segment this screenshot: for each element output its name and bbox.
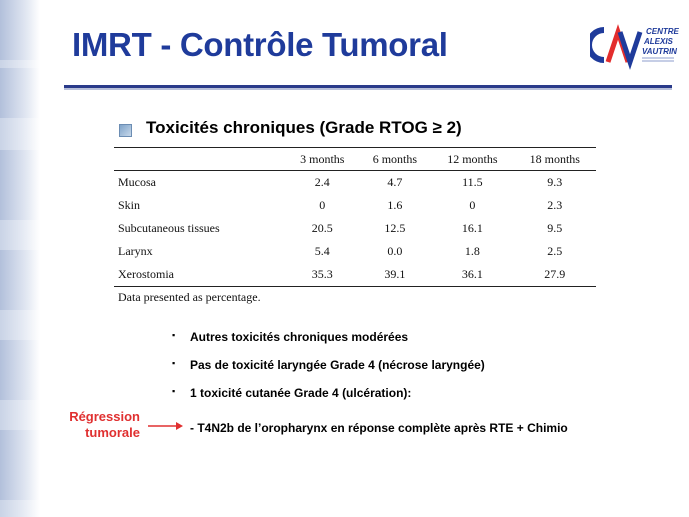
- regression-callout: Régression tumorale: [50, 409, 140, 441]
- section-heading: Toxicités chroniques (Grade RTOG ≥ 2): [146, 118, 462, 137]
- table-cell: 0.0: [387, 244, 403, 258]
- table-header-row: 3 months 6 months 12 months 18 months: [114, 147, 596, 171]
- table-row: Subcutaneous tissues 20.5 12.5 16.1 9.5: [114, 217, 596, 240]
- title-underline: [64, 85, 672, 90]
- table-cell: 0: [319, 198, 326, 212]
- bullet-text: Pas de toxicité laryngée Grade 4 (nécros…: [190, 358, 485, 372]
- row-label: Subcutaneous tissues: [118, 221, 220, 235]
- table-footnote: Data presented as percentage.: [118, 290, 261, 304]
- table-cell: 2.5: [547, 244, 563, 258]
- logo-text-line2: ALEXIS: [643, 37, 674, 46]
- row-label: Larynx: [118, 244, 153, 258]
- table-cell: 2.3: [547, 198, 563, 212]
- side-decoration: [0, 0, 40, 517]
- table-cell: 9.3: [547, 175, 563, 189]
- table-cell: 2.4: [314, 175, 330, 189]
- arrow-right-icon: [148, 422, 183, 430]
- bullet-marker-icon: ▪: [172, 358, 176, 368]
- table-cell: 36.1: [431, 263, 514, 287]
- table-cell: 35.3: [286, 263, 359, 287]
- bullet-list: ▪ Autres toxicités chroniques modérées ▪…: [168, 330, 485, 414]
- table-header-cell: [114, 147, 286, 171]
- bullet-text: Autres toxicités chroniques modérées: [190, 330, 409, 344]
- table-cell: 4.7: [387, 175, 403, 189]
- table-header-cell: 12 months: [431, 147, 514, 171]
- toxicity-table: 3 months 6 months 12 months 18 months Mu…: [114, 147, 596, 305]
- bullet-marker-icon: ▪: [172, 386, 176, 396]
- slide-title: IMRT - Contrôle Tumoral: [72, 26, 448, 63]
- heading-bullet-icon: [119, 124, 132, 137]
- callout-line2: tumorale: [85, 425, 140, 440]
- table-row: Skin 0 1.6 0 2.3: [114, 194, 596, 217]
- logo-text-line3: VAUTRIN: [642, 47, 677, 56]
- table-row: Mucosa 2.4 4.7 11.5 9.3: [114, 171, 596, 195]
- table-cell: 39.1: [358, 263, 432, 287]
- callout-line1: Régression: [69, 409, 140, 424]
- case-detail-line: - T4N2b de l’oropharynx en réponse compl…: [190, 421, 568, 435]
- table-cell: 12.5: [384, 221, 406, 235]
- list-item: ▪ Autres toxicités chroniques modérées: [168, 330, 485, 358]
- table-cell: 5.4: [314, 244, 330, 258]
- table-header-cell: 6 months: [358, 147, 432, 171]
- table-cell: 9.5: [547, 221, 563, 235]
- table-cell: 27.9: [513, 263, 596, 287]
- table-cell: 0: [469, 198, 476, 212]
- centre-alexis-vautrin-logo: CENTRE ALEXIS VAUTRIN: [590, 24, 680, 70]
- table-cell: 16.1: [461, 221, 483, 235]
- row-label: Skin: [118, 198, 141, 212]
- list-item: ▪ 1 toxicité cutanée Grade 4 (ulcération…: [168, 386, 485, 414]
- table-cell: 1.8: [464, 244, 480, 258]
- bullet-marker-icon: ▪: [172, 330, 176, 340]
- table-header-cell: 18 months: [513, 147, 596, 171]
- bullet-text: 1 toxicité cutanée Grade 4 (ulcération):: [190, 386, 412, 400]
- row-label: Xerostomia: [114, 263, 286, 287]
- table-cell: 20.5: [311, 221, 333, 235]
- table-header-cell: 3 months: [286, 147, 359, 171]
- row-label: Mucosa: [118, 175, 156, 189]
- table-cell: 11.5: [462, 175, 483, 189]
- list-item: ▪ Pas de toxicité laryngée Grade 4 (nécr…: [168, 358, 485, 386]
- table-row: Larynx 5.4 0.0 1.8 2.5: [114, 240, 596, 263]
- table-cell: 1.6: [387, 198, 403, 212]
- logo-text-line1: CENTRE: [646, 27, 680, 36]
- table-row: Xerostomia 35.3 39.1 36.1 27.9: [114, 263, 596, 287]
